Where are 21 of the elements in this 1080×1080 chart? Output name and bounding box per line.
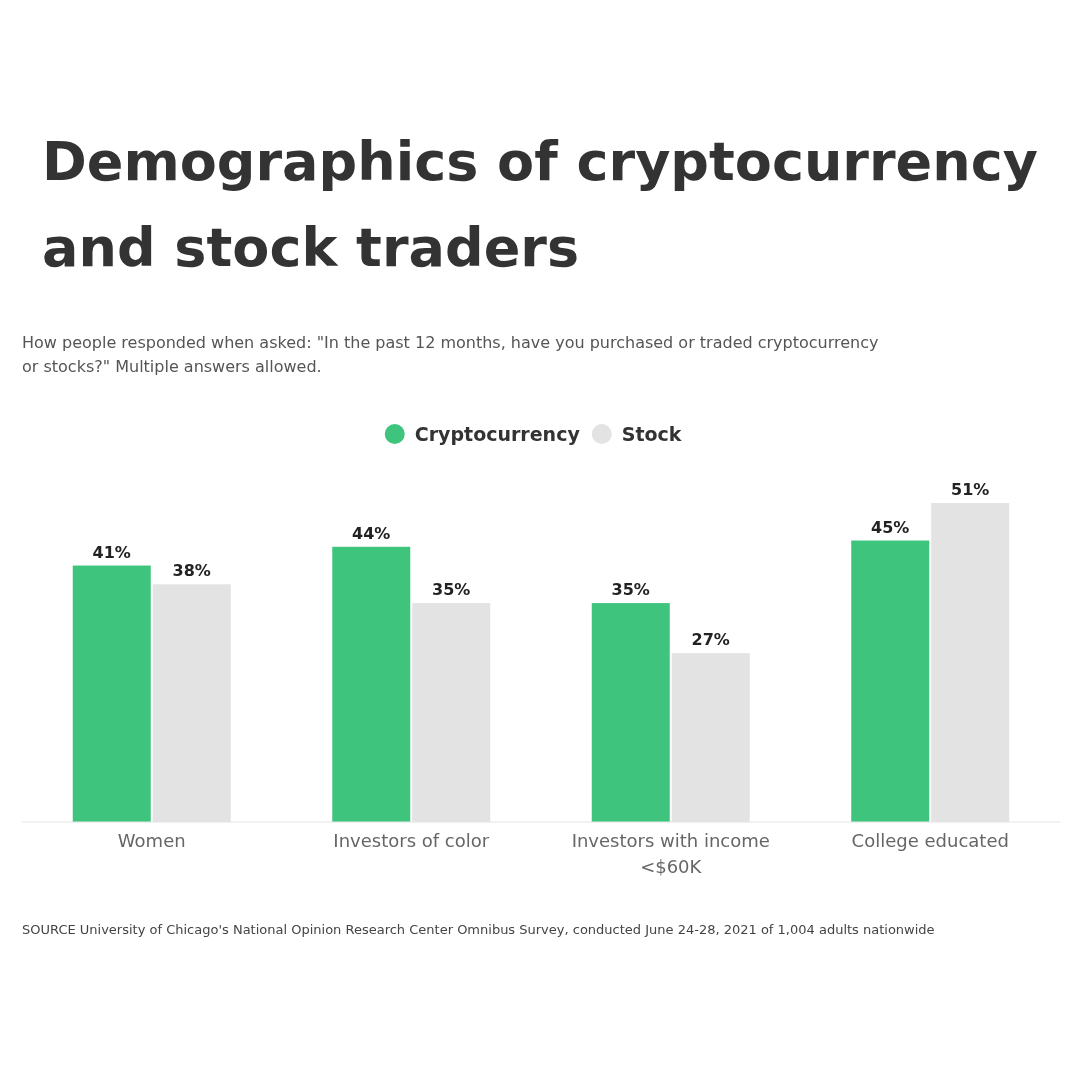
data-label: 51% — [951, 480, 990, 499]
legend-label: Stock — [621, 423, 682, 445]
legend-label: Cryptocurrency — [414, 423, 581, 445]
x-tick-label: College educated — [851, 830, 1009, 851]
data-label: 38% — [172, 561, 211, 581]
bar — [851, 540, 930, 822]
x-tick-label: Investors of color — [333, 830, 490, 851]
source-note: SOURCE University of Chicago's National Opinion Research Center Omnibus Survey, conducted June 24-28, 2021 of 1,004 adults nationwide — [22, 922, 935, 937]
bar — [332, 546, 411, 822]
data-label: 35% — [432, 580, 471, 600]
bar — [72, 565, 151, 822]
data-label: 27% — [691, 630, 730, 650]
data-label: 35% — [611, 580, 650, 600]
x-tick-label: Investors with income <$60K — [571, 830, 770, 877]
data-label: 41% — [92, 542, 131, 562]
bar — [591, 603, 670, 822]
data-label: 45% — [871, 517, 910, 537]
chart-subtitle: How people responded when asked: "In the past 12 months, have you purchased or traded cryptocurrency or stocks?" Multiple answers allowed. — [22, 333, 879, 376]
data-label: 44% — [352, 523, 391, 543]
x-tick-label: Women — [117, 830, 186, 851]
chart-title: Demographics of cryptocurrency and stock traders — [42, 130, 1038, 279]
